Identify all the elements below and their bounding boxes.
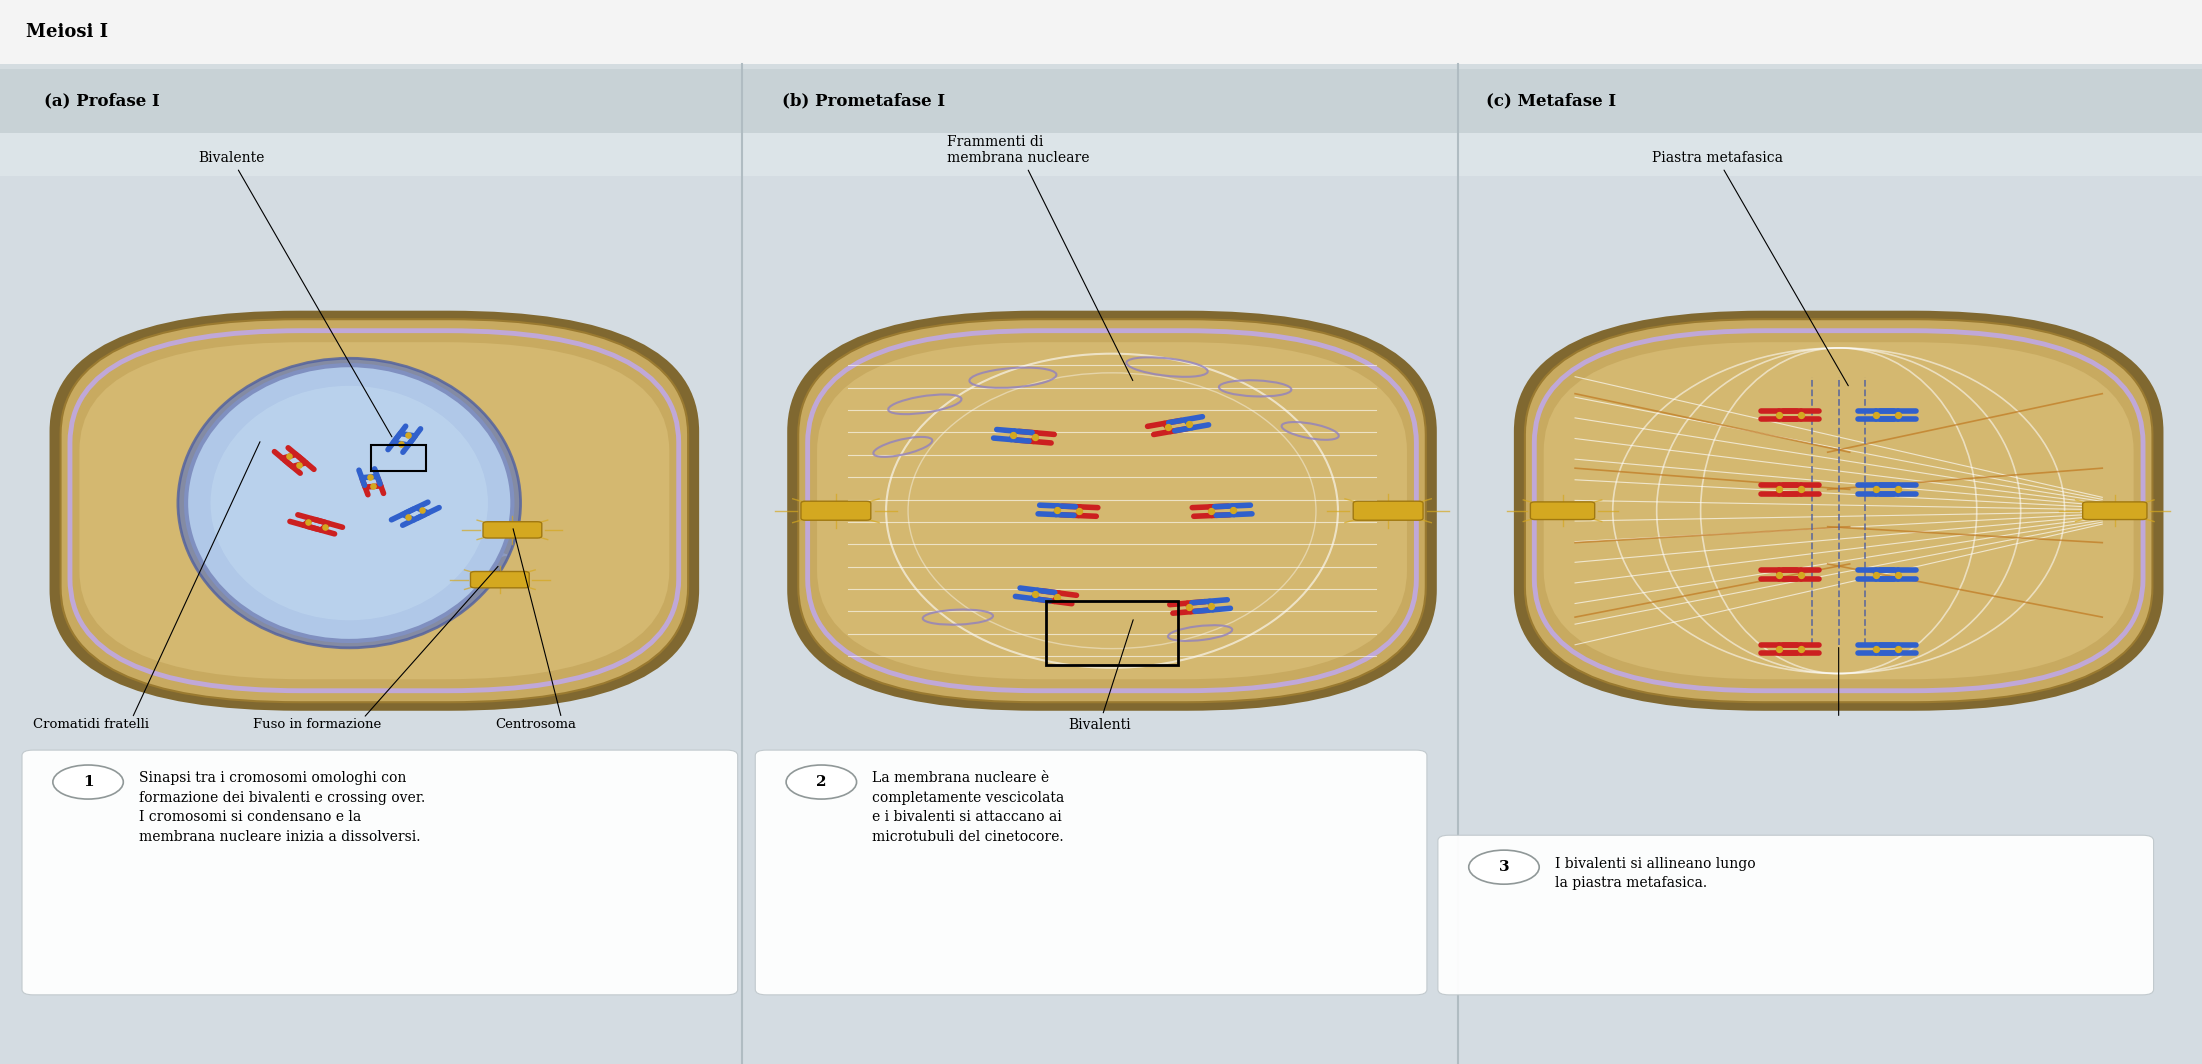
Circle shape: [53, 765, 123, 799]
Text: Centrosoma: Centrosoma: [495, 718, 577, 731]
FancyBboxPatch shape: [62, 319, 687, 702]
Text: Bivalenti: Bivalenti: [1068, 619, 1134, 732]
FancyBboxPatch shape: [755, 750, 1427, 995]
Text: Piastra metafasica: Piastra metafasica: [1652, 151, 1847, 386]
FancyBboxPatch shape: [1354, 501, 1422, 520]
Text: (a) Profase I: (a) Profase I: [44, 93, 161, 110]
FancyBboxPatch shape: [788, 311, 1436, 711]
FancyBboxPatch shape: [482, 521, 542, 538]
Text: (b) Prometafase I: (b) Prometafase I: [782, 93, 945, 110]
Text: 3: 3: [1500, 860, 1508, 875]
Text: Sinapsi tra i cromosomi omologhi con
formazione dei bivalenti e crossing over.
I: Sinapsi tra i cromosomi omologhi con for…: [139, 771, 425, 844]
Text: La membrana nucleare è
completamente vescicolata
e i bivalenti si attaccano ai
m: La membrana nucleare è completamente ves…: [872, 771, 1064, 844]
Ellipse shape: [187, 365, 513, 641]
Circle shape: [786, 765, 857, 799]
FancyBboxPatch shape: [2083, 502, 2147, 519]
Circle shape: [1469, 850, 1539, 884]
Text: 2: 2: [817, 775, 826, 789]
FancyBboxPatch shape: [1438, 835, 2154, 995]
Text: (c) Metafase I: (c) Metafase I: [1486, 93, 1616, 110]
FancyBboxPatch shape: [1544, 343, 2134, 679]
FancyBboxPatch shape: [1530, 502, 1594, 519]
FancyBboxPatch shape: [802, 501, 870, 520]
FancyBboxPatch shape: [471, 571, 528, 587]
FancyBboxPatch shape: [0, 133, 2202, 176]
FancyBboxPatch shape: [79, 343, 669, 679]
FancyBboxPatch shape: [817, 343, 1407, 679]
Ellipse shape: [211, 386, 489, 620]
FancyBboxPatch shape: [22, 750, 738, 995]
FancyBboxPatch shape: [51, 311, 700, 711]
Text: Bivalente: Bivalente: [198, 151, 392, 437]
Text: Cromatidi fratelli: Cromatidi fratelli: [33, 718, 150, 731]
Text: Frammenti di
membrana nucleare: Frammenti di membrana nucleare: [947, 135, 1132, 381]
Text: 1: 1: [84, 775, 92, 789]
FancyBboxPatch shape: [0, 0, 2202, 64]
Ellipse shape: [178, 359, 520, 648]
Text: Fuso in formazione: Fuso in formazione: [253, 718, 381, 731]
FancyBboxPatch shape: [1515, 311, 2162, 711]
Text: Meiosi I: Meiosi I: [26, 23, 108, 40]
FancyBboxPatch shape: [0, 176, 2202, 1064]
FancyBboxPatch shape: [799, 319, 1425, 702]
FancyBboxPatch shape: [0, 69, 2202, 133]
Text: I bivalenti si allineano lungo
la piastra metafasica.: I bivalenti si allineano lungo la piastr…: [1555, 857, 1755, 890]
FancyBboxPatch shape: [1524, 319, 2151, 702]
